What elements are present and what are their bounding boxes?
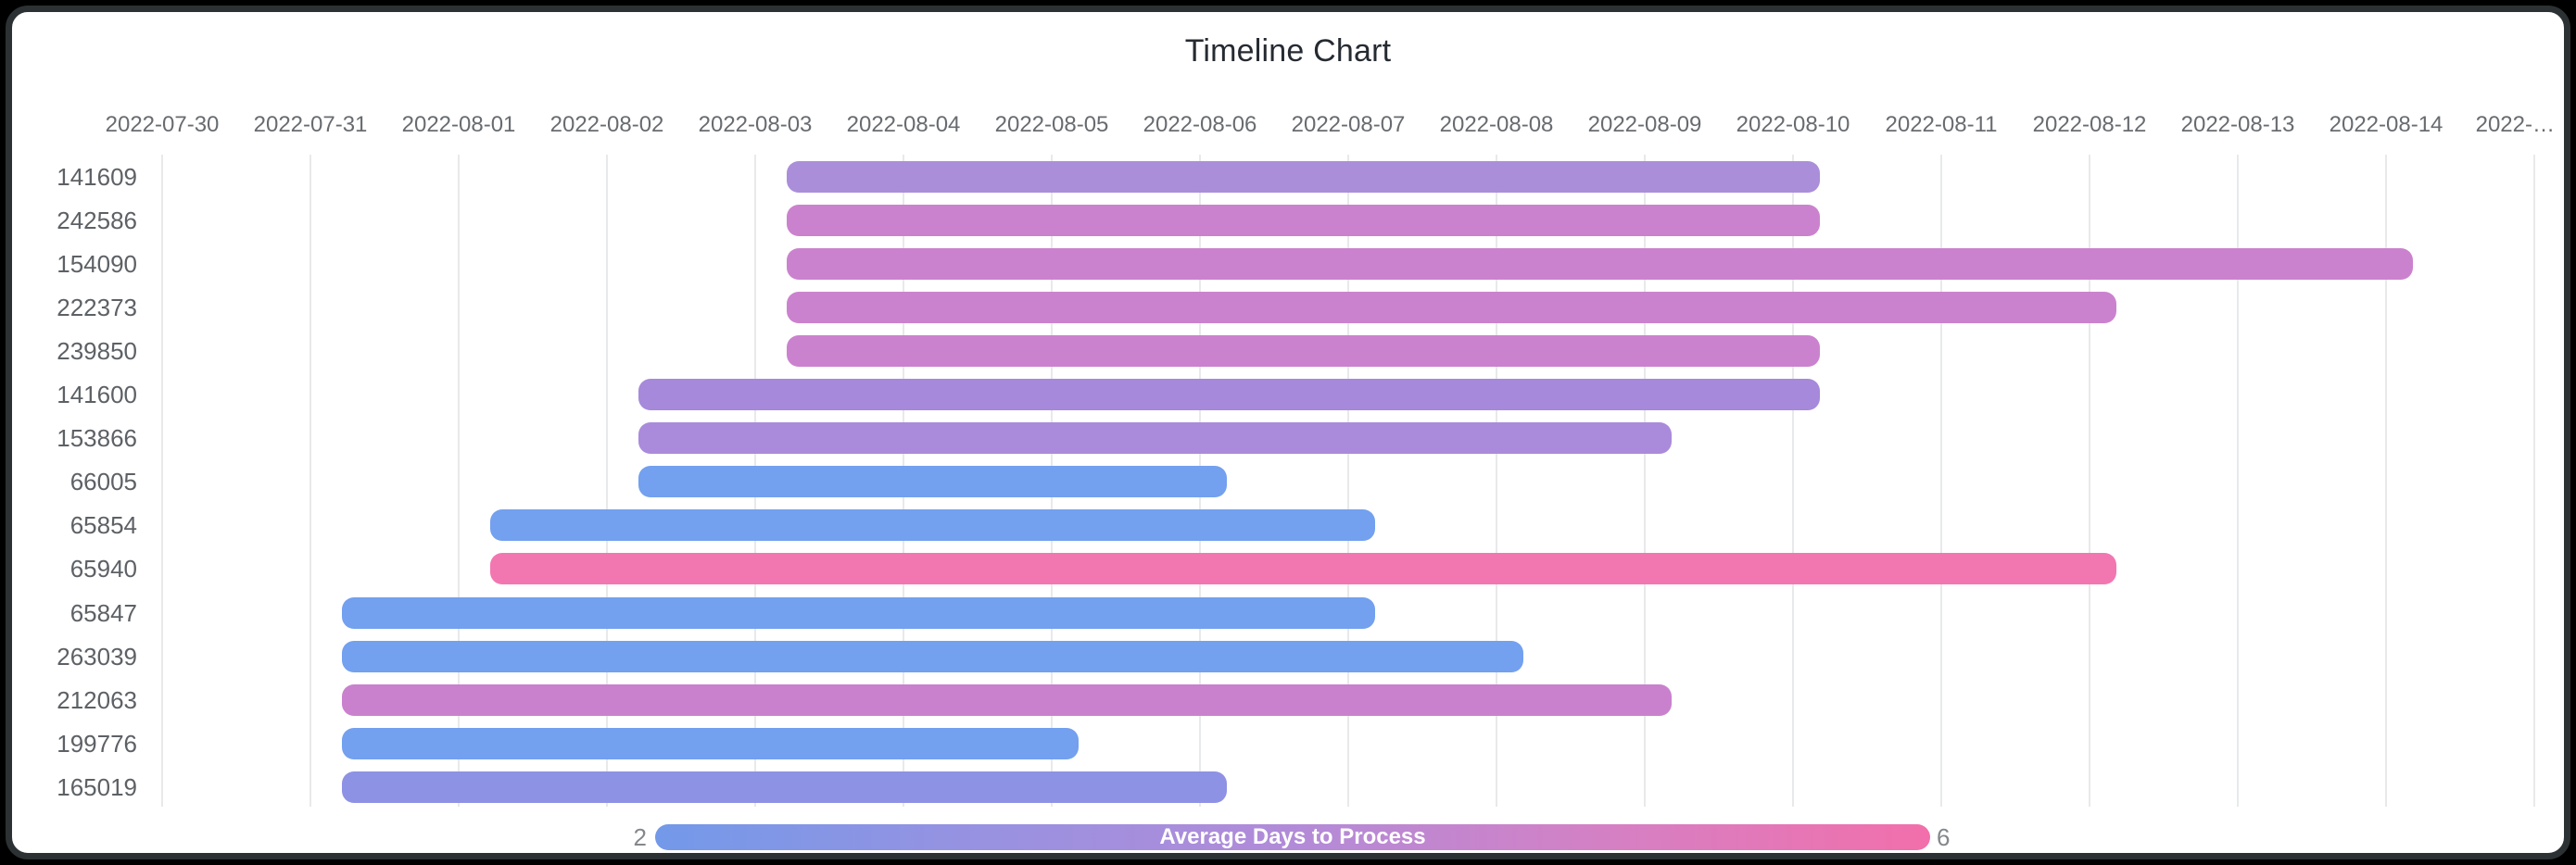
gridline (1940, 155, 1942, 807)
x-axis-tick: 2022-08-01 (401, 112, 516, 137)
timeline-bar[interactable] (787, 204, 1820, 236)
row-label: 65940 (69, 555, 137, 583)
timeline-bar[interactable] (638, 379, 1820, 410)
x-axis-tick: 2022-08-04 (846, 112, 961, 137)
x-axis-tick: 2022-08-03 (698, 112, 813, 137)
row-label: 65847 (69, 598, 137, 627)
row-label: 212063 (57, 685, 137, 714)
x-axis-tick: 2022-… (2475, 112, 2555, 137)
timeline-bar[interactable] (787, 334, 1820, 367)
legend-min-value: 2 (633, 823, 647, 851)
gridline (161, 155, 163, 807)
timeline-bar[interactable] (342, 727, 1079, 759)
x-axis-tick: 2022-08-10 (1736, 112, 1850, 137)
gridline (1496, 155, 1497, 807)
row-label: 199776 (57, 729, 137, 758)
x-axis-tick: 2022-08-14 (2329, 112, 2443, 137)
gridline (1347, 155, 1349, 807)
row-label: 165019 (57, 772, 137, 801)
gridline (1644, 155, 1646, 807)
x-axis-tick: 2022-08-09 (1587, 112, 1702, 137)
x-axis-tick: 2022-08-13 (2180, 112, 2295, 137)
timeline-bar[interactable] (638, 422, 1672, 455)
timeline-bar[interactable] (342, 640, 1523, 672)
timeline-bar[interactable] (342, 596, 1375, 629)
timeline-bar[interactable] (490, 509, 1375, 542)
gridline (2533, 155, 2535, 807)
gridline (2237, 155, 2239, 807)
row-label: 242586 (57, 206, 137, 234)
x-axis-tick: 2022-08-11 (1885, 112, 1998, 137)
row-label: 153866 (57, 424, 137, 453)
gridline (2089, 155, 2090, 807)
row-label: 66005 (69, 468, 137, 496)
x-axis-tick: 2022-08-06 (1143, 112, 1257, 137)
x-axis-tick: 2022-08-08 (1439, 112, 1554, 137)
row-label: 239850 (57, 336, 137, 365)
x-axis-tick: 2022-08-02 (549, 112, 664, 137)
gridline (458, 155, 460, 807)
timeline-bar[interactable] (787, 160, 1820, 193)
row-label: 141609 (57, 162, 137, 191)
legend-gradient-bar: Average Days to Process (655, 824, 1930, 850)
timeline-bar[interactable] (490, 553, 2116, 585)
chart-title: Timeline Chart (1184, 33, 1392, 69)
timeline-bar[interactable] (638, 466, 1227, 498)
row-label: 263039 (57, 642, 137, 671)
row-label: 222373 (57, 293, 137, 321)
timeline-bar[interactable] (787, 291, 2116, 323)
gridline (2385, 155, 2387, 807)
gridline (1792, 155, 1794, 807)
timeline-bar[interactable] (342, 771, 1227, 803)
timeline-bar[interactable] (342, 683, 1672, 716)
row-label: 154090 (57, 249, 137, 278)
gridline (309, 155, 311, 807)
row-label: 65854 (69, 511, 137, 540)
x-axis-tick: 2022-07-31 (253, 112, 368, 137)
x-axis-tick: 2022-08-12 (2032, 112, 2147, 137)
x-axis-tick: 2022-08-07 (1291, 112, 1406, 137)
x-axis-tick: 2022-08-05 (994, 112, 1109, 137)
row-label: 141600 (57, 381, 137, 408)
legend-max-value: 6 (1937, 823, 1951, 851)
x-axis-tick: 2022-07-30 (105, 112, 220, 137)
legend-label: Average Days to Process (1159, 824, 1426, 849)
timeline-bar[interactable] (787, 247, 2413, 280)
gridline (606, 155, 608, 807)
